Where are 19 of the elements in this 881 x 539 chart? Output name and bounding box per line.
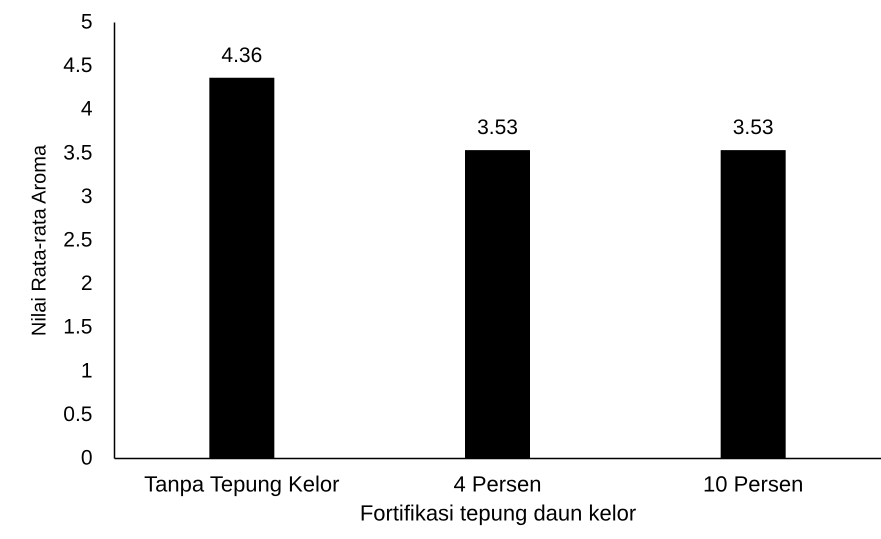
y-tick-label: 0 [80,446,92,470]
y-tick-label: 3.5 [63,141,92,164]
y-tick-label: 1 [80,359,92,382]
x-axis-title: Fortifikasi tepung daun kelor [360,500,636,526]
y-tick-label: 0.5 [63,402,92,426]
y-tick-label: 4.5 [63,54,92,78]
x-tick-label: Tanpa Tepung Kelor [144,472,340,496]
data-label: 3.53 [477,116,518,140]
y-tick-label: 4 [80,98,93,121]
y-tick-label: 1.5 [63,316,92,339]
x-tick-label: 4 Persen [453,472,542,496]
y-tick-label: 2 [80,272,92,296]
y-axis-title: Nilai Rata-rata Aroma [28,144,50,336]
y-tick-label: 5 [80,10,92,34]
y-tick-label: 2.5 [63,228,92,252]
y-tick-label: 3 [80,184,92,208]
x-tick-label: 10 Persen [703,472,804,496]
data-label: 3.53 [732,116,774,140]
data-label: 4.36 [221,44,262,67]
